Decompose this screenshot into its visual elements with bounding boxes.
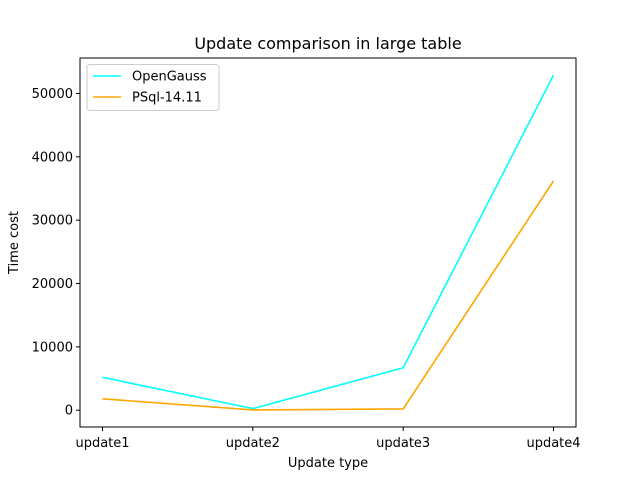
y-tick-label: 50000: [32, 87, 73, 102]
y-axis: 0 10000 20000 30000 40000 50000: [32, 87, 80, 419]
series-line-1: [102, 74, 555, 410]
x-tick-label: update4: [526, 436, 580, 451]
y-tick-label: 0: [65, 404, 73, 419]
x-axis: update1 update2 update3 update4: [75, 427, 581, 451]
legend-label-1: OpenGauss: [132, 70, 207, 85]
series-line-2: [102, 180, 555, 411]
y-tick-label: 10000: [32, 340, 73, 355]
y-axis-label: Time cost: [7, 211, 22, 275]
x-tick-label: update3: [376, 436, 430, 451]
y-tick-label: 30000: [32, 214, 73, 229]
y-tick-label: 40000: [32, 150, 73, 165]
chart-title: Update comparison in large table: [194, 34, 461, 53]
series-layer: [102, 74, 555, 411]
x-tick-label: update2: [226, 436, 280, 451]
plot-frame: [79, 57, 577, 428]
x-tick-label: update1: [75, 436, 129, 451]
x-axis-label: Update type: [288, 456, 368, 471]
y-tick-label: 20000: [32, 277, 73, 292]
legend-label-2: PSql-14.11: [132, 91, 202, 106]
legend: OpenGauss PSql-14.11: [86, 64, 220, 111]
